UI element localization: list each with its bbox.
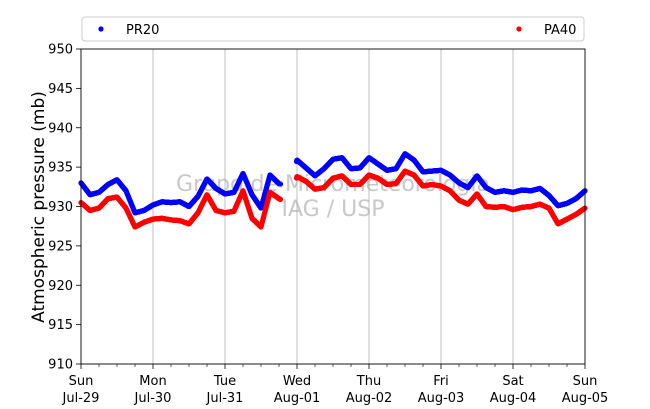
x-tick-label-date: Jul-29 (62, 391, 100, 406)
x-tick-label-day: Mon (139, 374, 166, 389)
y-tick-label: 940 (48, 121, 73, 136)
data-point (277, 181, 284, 187)
y-tick-label: 925 (48, 239, 73, 254)
y-tick-label: 945 (48, 82, 73, 97)
watermark-line-2: IAG / USP (282, 197, 385, 222)
legend-frame (81, 16, 585, 42)
x-tick-label-date: Aug-05 (562, 391, 609, 406)
x-tick-label-day: Tue (213, 374, 236, 389)
x-tick-label-date: Jul-30 (134, 391, 172, 406)
y-tick-label: 930 (48, 200, 73, 215)
x-tick-label-day: Sat (502, 374, 523, 389)
plot-frame (80, 48, 586, 365)
x-tick-label-date: Aug-03 (418, 391, 465, 406)
x-tick-label-date: Jul-31 (206, 391, 244, 406)
x-tick-label-day: Sun (573, 374, 598, 389)
x-tick-label-date: Aug-02 (346, 391, 393, 406)
y-tick-label: 910 (48, 358, 73, 373)
legend-label-pa40: PA40 (544, 23, 576, 38)
x-tick-label-day: Sun (69, 374, 94, 389)
data-point (277, 196, 284, 203)
x-tick-label-day: Wed (283, 374, 311, 389)
x-tick-label-date: Aug-01 (274, 391, 321, 406)
legend: PR20 PA40 (81, 16, 585, 42)
x-tick-label-day: Thu (356, 374, 381, 389)
y-tick-label: 920 (48, 279, 73, 294)
axes: Sun Jul-29 Mon Jul-30 Tue Jul-31 Wed Aug-01 Thu A… (48, 43, 608, 407)
legend-marker-pr20 (98, 26, 104, 32)
y-tick-label: 950 (48, 43, 73, 58)
x-tick-label-day: Fri (433, 374, 449, 389)
x-tick-label-date: Aug-04 (490, 391, 537, 406)
y-tick-label: 935 (48, 161, 73, 176)
series-pr20 (78, 151, 588, 216)
y-tick-label: 915 (48, 318, 73, 333)
legend-marker-pa40 (516, 26, 522, 32)
legend-label-pr20: PR20 (126, 23, 159, 38)
y-axis-title: Atmospheric pressure (mb) (29, 91, 49, 323)
